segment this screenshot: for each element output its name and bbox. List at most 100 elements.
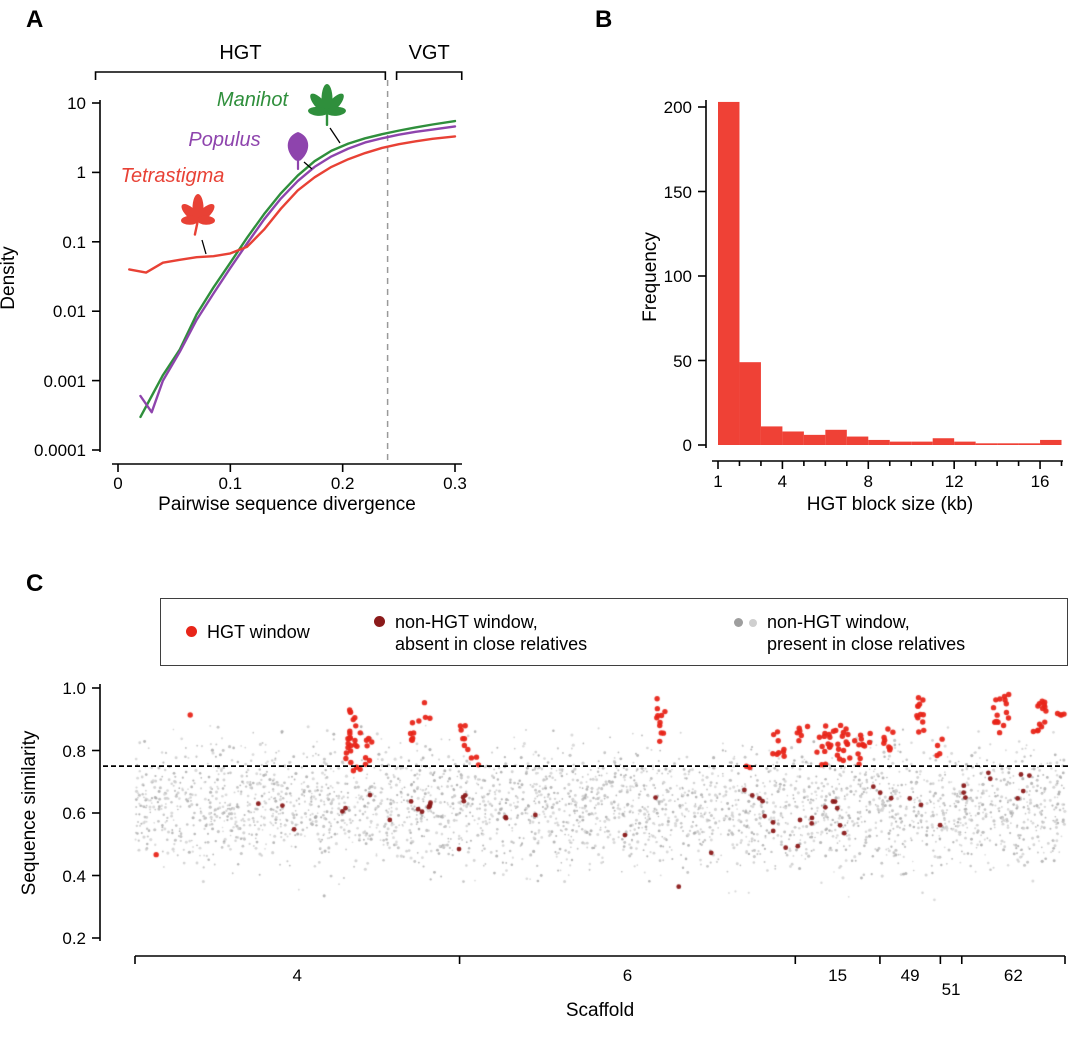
- a-y-tick-label: 0.0001: [34, 441, 86, 460]
- panel-b-x-axis-title: HGT block size (kb): [806, 494, 974, 515]
- panel-a-y-axis-title: Density: [0, 246, 19, 310]
- b-x-tick-label: 12: [944, 472, 964, 491]
- panel-a-plot: [92, 71, 463, 472]
- legend-line: absent in close relatives: [395, 634, 588, 654]
- panel-c-plot: [92, 684, 1068, 964]
- c-y-tick-label: 0.8: [62, 741, 86, 761]
- a-y-tick-label: 0.1: [62, 232, 86, 252]
- manihot-curve: [139, 119, 457, 419]
- leaf-stem: [325, 114, 329, 126]
- histogram-bar: [803, 434, 826, 445]
- manihot-label: Manihot: [216, 89, 289, 111]
- histogram-bar: [975, 443, 998, 445]
- legend-text: non-HGT window, present in close relativ…: [767, 611, 965, 655]
- legend-line: non-HGT window,: [767, 612, 910, 632]
- scaffold-label: 6: [622, 966, 633, 985]
- a-x-tick-label: 0: [113, 474, 123, 493]
- legend-text: HGT window: [207, 621, 310, 643]
- leaflet: [325, 106, 346, 116]
- a-bracket-label: HGT: [219, 42, 262, 64]
- histogram-bar: [718, 101, 740, 446]
- panel-a-x-axis-title: Pairwise sequence divergence: [158, 494, 416, 515]
- panel-c-letter: C: [26, 570, 44, 597]
- leaf-stem: [296, 158, 300, 170]
- tetrastigma-leaf-icon: [181, 194, 215, 236]
- panel-b-letter: B: [595, 6, 613, 33]
- populus-connector-line: [303, 161, 313, 170]
- histogram-bar: [1018, 443, 1041, 445]
- histogram-bar: [846, 436, 869, 445]
- hgt-window-dot-icon: [186, 626, 197, 637]
- a-x-tick-label: 0.2: [330, 474, 355, 493]
- a-x-tick-label: 0.1: [218, 474, 243, 493]
- b-y-tick-label: 150: [663, 182, 692, 202]
- leaf-stem: [193, 221, 199, 236]
- legend-line: present in close relatives: [767, 634, 966, 654]
- leaf-blade: [287, 132, 309, 161]
- b-x-tick-label: 4: [777, 472, 788, 491]
- a-top-bracket: [94, 71, 387, 80]
- leaflet: [181, 215, 200, 225]
- histogram-bar: [1040, 439, 1062, 445]
- scaffold-label: 62: [1003, 966, 1023, 985]
- legend-item-non-hgt-absent: non-HGT window, absent in close relative…: [374, 611, 587, 655]
- histogram-bar: [825, 429, 847, 445]
- populus-leaf-icon: [287, 132, 309, 170]
- non-hgt-present-dot-icon: [734, 618, 743, 627]
- histogram-bar: [739, 362, 761, 445]
- histogram-bar: [911, 441, 933, 445]
- a-y-tick-label: 1: [76, 163, 86, 183]
- panel-b-plot: [698, 100, 1063, 469]
- panel-c-legend: HGT window non-HGT window, absent in clo…: [160, 598, 1068, 666]
- non-hgt-present-dot-icon-2: [749, 619, 757, 627]
- manihot-leaf-icon: [308, 84, 346, 126]
- histogram-bar: [932, 438, 955, 445]
- b-x-tick-label: 16: [1030, 472, 1050, 491]
- legend-item-non-hgt-present: non-HGT window, present in close relativ…: [734, 611, 965, 655]
- histogram-bar: [760, 426, 783, 445]
- a-y-tick-label: 0.001: [43, 371, 86, 391]
- a-x-tick-label: 0.3: [443, 474, 467, 493]
- non-hgt-absent-dot-icon: [374, 616, 385, 627]
- leaflet: [196, 215, 215, 225]
- tetrastigma-label: Tetrastigma: [120, 165, 225, 187]
- histogram-bar: [782, 431, 804, 445]
- leaflet: [308, 106, 329, 116]
- histogram-bar: [954, 441, 976, 445]
- legend-line: non-HGT window,: [395, 612, 538, 632]
- legend-item-hgt-window: HGT window: [186, 621, 310, 643]
- a-bracket-label: VGT: [408, 42, 450, 64]
- c-y-tick-label: 0.6: [62, 804, 86, 823]
- populus-label: Populus: [188, 129, 261, 151]
- scaffold-label: 15: [828, 966, 848, 985]
- legend-text: non-HGT window, absent in close relative…: [395, 611, 587, 655]
- manihot-connector-line: [329, 127, 341, 144]
- populus-curve: [139, 125, 457, 414]
- histogram-bar: [889, 441, 912, 445]
- scaffold-label: 51: [941, 980, 961, 999]
- panel-c-x-axis-title: Scaffold: [565, 1000, 635, 1021]
- b-y-tick-label: 50: [673, 351, 692, 371]
- b-y-tick-label: 0: [682, 436, 692, 455]
- panel-c-scatter-canvas: [128, 682, 1072, 946]
- b-x-tick-label: 8: [863, 472, 874, 491]
- scaffold-label: 49: [900, 966, 920, 985]
- leaf-connectors: [201, 127, 341, 255]
- histogram-bar: [997, 443, 1019, 445]
- b-y-tick-label: 100: [663, 267, 692, 286]
- legend-line: HGT window: [207, 622, 310, 642]
- histogram-bar: [868, 439, 890, 445]
- b-y-tick-label: 200: [663, 98, 692, 117]
- c-y-tick-label: 0.4: [62, 866, 86, 886]
- c-y-tick-label: 0.2: [62, 929, 86, 948]
- panel-a-letter: A: [26, 6, 44, 33]
- a-y-tick-label: 10: [67, 94, 86, 113]
- c-y-tick-label: 1.0: [62, 679, 86, 698]
- a-y-tick-label: 0.01: [52, 302, 86, 322]
- tetrastigma-connector-line: [201, 239, 207, 255]
- scaffold-label: 4: [292, 966, 303, 985]
- a-top-bracket: [395, 71, 463, 80]
- tetrastigma-curve: [128, 135, 457, 274]
